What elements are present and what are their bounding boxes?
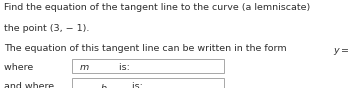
Text: Find the equation of the tangent line to the curve (a lemniscate): Find the equation of the tangent line to… [4, 3, 314, 12]
Text: and where: and where [4, 82, 57, 88]
Text: is:: is: [129, 82, 143, 88]
Text: The equation of this tangent line can be written in the form: The equation of this tangent line can be… [4, 44, 290, 53]
Text: where: where [4, 63, 36, 72]
FancyBboxPatch shape [72, 59, 224, 73]
FancyBboxPatch shape [72, 78, 224, 88]
Text: the point (3, − 1).: the point (3, − 1). [4, 24, 90, 33]
Text: is:: is: [116, 63, 130, 72]
Text: $\mathit{m}$: $\mathit{m}$ [79, 63, 90, 72]
Text: $\mathit{b}$: $\mathit{b}$ [100, 82, 108, 88]
Text: $y = \mathbf{m}x + \mathbf{b}$: $y = \mathbf{m}x + \mathbf{b}$ [332, 44, 350, 57]
